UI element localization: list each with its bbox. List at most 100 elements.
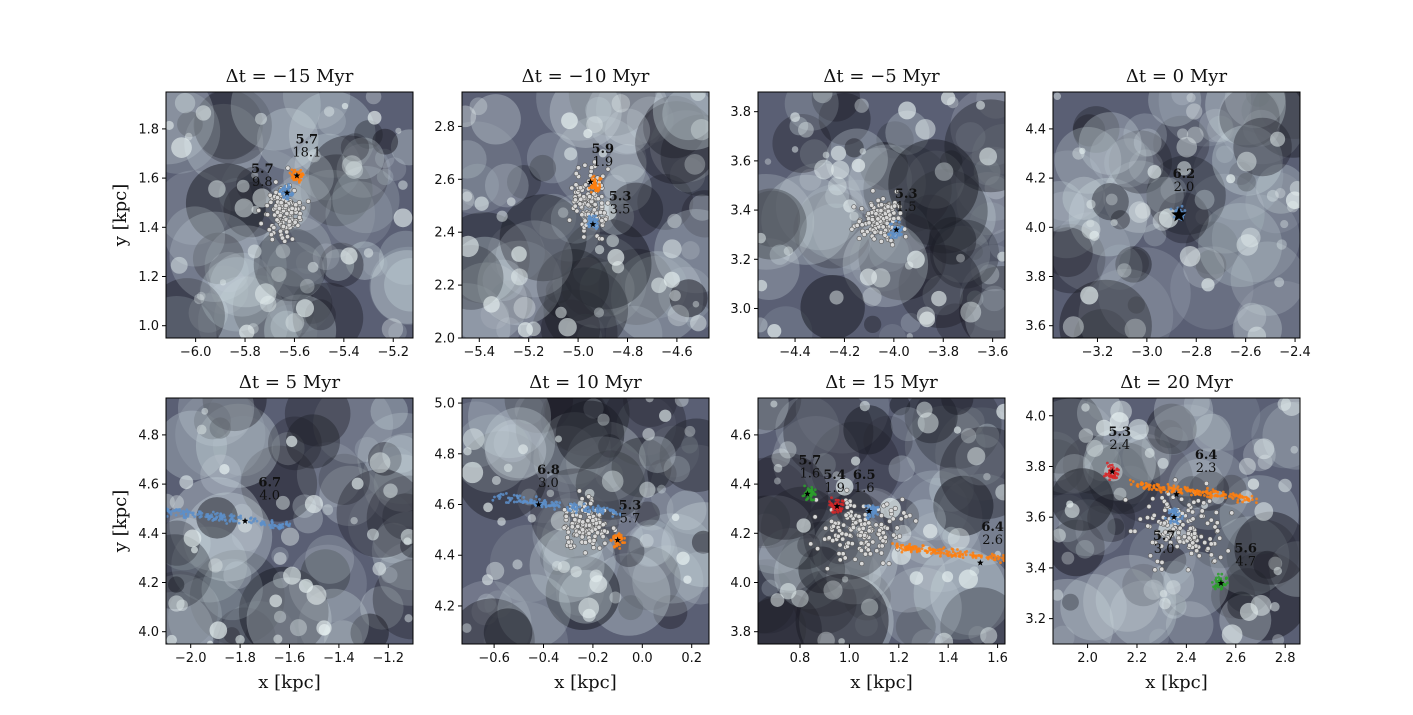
cluster-point [575,506,578,510]
grey-point [293,202,299,208]
cluster-point [894,236,898,239]
cluster-point [939,554,942,558]
cluster-point [198,511,201,515]
grey-point [268,232,274,238]
grey-point [285,165,291,171]
cluster-point [1216,572,1220,576]
cluster-point [1163,488,1167,492]
grey-point [275,209,281,215]
cluster-point [1006,559,1009,562]
cluster-point [961,556,965,559]
cluster-point [947,550,951,554]
grey-point [1207,536,1213,542]
grey-point [879,543,885,549]
grey-point [591,545,597,551]
cluster-point [589,190,593,194]
cluster-point [1214,584,1217,588]
cluster-star-marker [1171,207,1187,222]
cluster-point [841,499,845,503]
axes-frame [757,397,1006,645]
grey-point [286,218,292,224]
cluster-point [542,499,546,503]
cluster-point [1255,497,1258,501]
y-tick-label: 4.0 [1025,409,1046,424]
annotation-value: 1.9 [824,481,845,496]
cluster-point [297,181,301,184]
grey-point [267,192,273,198]
cluster-point [173,509,176,513]
cluster-point [1209,496,1213,499]
cluster-point [806,497,809,501]
cluster-point [621,541,625,545]
y-tick-label: 3.2 [1025,612,1046,627]
grey-point [1186,535,1192,541]
x-tick-label: −3.2 [1082,345,1114,360]
cluster-point [813,488,817,492]
grey-point [1177,539,1183,545]
cluster-point [1221,494,1225,498]
grey-point [296,200,302,206]
x-axis-label: x [kpc] [258,672,320,693]
cluster-star-marker [589,220,597,228]
grey-point [600,534,606,540]
grey-point [880,196,886,202]
grey-point [600,173,606,179]
grey-point [1159,559,1165,565]
cluster-point [1220,572,1224,576]
cluster-point [1247,498,1250,501]
cluster-point [596,225,600,229]
cluster-point [809,498,813,502]
axes-frame [1052,91,1301,339]
annotation-value: 3.0 [1154,542,1175,557]
y-tick-label: 3.8 [1025,270,1046,285]
panel-title: Δt = −5 Myr [823,66,940,87]
grey-point [1207,498,1213,504]
y-tick-label: 4.2 [1025,172,1046,187]
cluster-point [1191,488,1195,492]
grey-point [582,162,588,168]
cluster-point [189,511,193,515]
cluster-point [892,236,896,240]
y-tick-label: 3.6 [730,154,751,169]
cluster-point [575,508,579,512]
cluster-point [1011,557,1014,560]
grey-point [876,531,882,537]
grey-point [897,204,903,210]
grey-point [268,199,274,205]
cluster-point [811,490,815,494]
cluster-point [512,493,516,497]
cluster-point [557,504,561,508]
grey-point [843,531,849,537]
grey-point [861,231,867,237]
grey-point [575,165,581,171]
x-tick-label: 1.2 [888,651,909,666]
cluster-point [1180,517,1184,521]
cluster-point [620,507,624,511]
cluster-point [803,484,806,488]
grey-point [565,529,571,535]
grey-point [1190,540,1196,546]
cluster-point [1167,511,1171,515]
cluster-point [593,181,597,184]
cluster-point [295,170,299,174]
cluster-point [491,498,495,502]
cluster-point [611,515,615,518]
grey-point [1162,520,1168,526]
grey-point [591,538,597,544]
grey-point [591,191,597,197]
cluster-point [957,554,961,558]
cluster-point [596,504,600,508]
x-tick-label: −1.6 [274,651,306,666]
cluster-point [594,214,597,218]
grey-point [886,561,892,567]
y-tick-label: 4.6 [138,478,159,493]
axes-frame [165,91,414,339]
grey-point [858,540,864,546]
grey-point [880,530,886,536]
cluster-point [615,512,618,516]
grey-point [1198,513,1204,519]
y-tick-label: 4.0 [730,576,751,591]
cluster-point [182,510,186,514]
cluster-point [1243,498,1247,502]
cluster-point [283,187,287,190]
